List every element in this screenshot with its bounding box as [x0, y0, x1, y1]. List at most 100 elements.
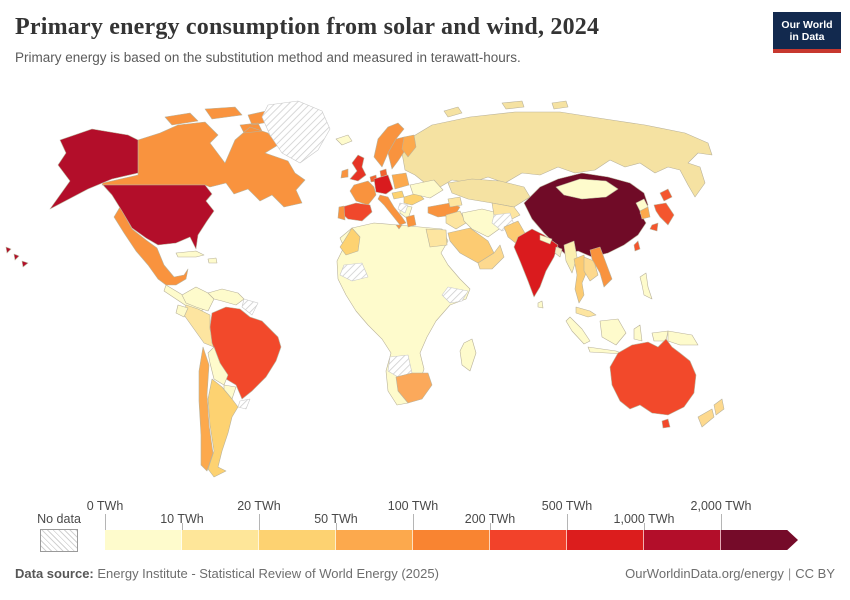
legend-tick-label: 20 TWh — [237, 499, 281, 513]
legend-tick-label: 500 TWh — [541, 499, 593, 513]
country-italy[interactable] — [377, 194, 407, 230]
country-france[interactable] — [349, 180, 377, 206]
country-caucasus[interactable] — [447, 196, 463, 208]
country-ireland[interactable] — [340, 168, 349, 179]
owid-logo-line2: in Data — [789, 30, 825, 43]
country-japan[interactable] — [649, 188, 675, 232]
country-chile[interactable] — [198, 346, 214, 472]
country-norway[interactable] — [373, 122, 405, 168]
legend-bin-2000-plus[interactable] — [721, 530, 798, 550]
country-venezuela[interactable] — [207, 288, 245, 306]
owid-logo[interactable]: Our World in Data — [773, 12, 841, 53]
legend-bin-500-1000[interactable] — [567, 530, 644, 550]
legend-tick-line — [182, 523, 183, 530]
country-guyanas-nodata[interactable] — [241, 298, 259, 316]
country-philippines[interactable] — [639, 272, 653, 300]
country-taiwan[interactable] — [633, 240, 641, 252]
legend-tick-line — [721, 514, 722, 530]
legend-tick-label: 10 TWh — [160, 512, 204, 526]
legend-tick-line — [567, 514, 568, 530]
country-ecuador[interactable] — [175, 304, 189, 318]
legend-no-data-swatch[interactable] — [40, 529, 78, 552]
country-nepal[interactable] — [539, 234, 553, 245]
country-colombia[interactable] — [181, 286, 215, 312]
legend-bin-100-200[interactable] — [413, 530, 490, 550]
country-poland[interactable] — [391, 172, 410, 190]
country-myanmar[interactable] — [563, 240, 578, 274]
country-iraq-syria[interactable] — [445, 210, 467, 230]
country-argentina[interactable] — [207, 378, 239, 478]
legend-tick-label: 200 TWh — [464, 512, 516, 526]
footer-license-link[interactable]: CC BY — [795, 566, 835, 581]
country-united-kingdom[interactable] — [349, 154, 367, 182]
country-sri-lanka[interactable] — [537, 300, 544, 309]
footer-owid-link[interactable]: OurWorldinData.org/energy — [625, 566, 784, 581]
country-mauritania-mali-nodata[interactable] — [339, 262, 369, 282]
country-russia[interactable] — [401, 100, 713, 198]
legend-bin-50-100[interactable] — [336, 530, 413, 550]
country-india[interactable] — [513, 228, 559, 298]
footer-separator: | — [787, 566, 792, 581]
footer-data-source-label: Data source: — [15, 566, 94, 581]
footer: Data source: Energy Institute - Statisti… — [0, 566, 850, 581]
country-iceland[interactable] — [335, 134, 353, 146]
legend-bin-10-20[interactable] — [182, 530, 259, 550]
country-finland[interactable] — [401, 134, 417, 158]
country-new-zealand[interactable] — [697, 398, 725, 428]
legend-bin-20-50[interactable] — [259, 530, 336, 550]
country-yemen-oman[interactable] — [477, 244, 505, 270]
legend-tick-line — [413, 514, 414, 530]
country-south-korea[interactable] — [639, 206, 651, 220]
legend-tick-label: 2,000 TWh — [690, 499, 752, 513]
country-australia[interactable] — [609, 338, 697, 429]
country-usa[interactable] — [5, 128, 215, 268]
country-iran[interactable] — [461, 208, 503, 238]
footer-links: OurWorldinData.org/energy | CC BY — [625, 566, 835, 581]
country-bangladesh[interactable] — [554, 246, 563, 258]
country-bolivia[interactable] — [207, 346, 229, 386]
country-portugal[interactable] — [337, 205, 346, 221]
legend-bin-1000-2000[interactable] — [644, 530, 721, 550]
footer-data-source-text: Energy Institute - Statistical Review of… — [97, 566, 439, 581]
country-egypt[interactable] — [425, 228, 448, 248]
legend-tick-line — [336, 523, 337, 530]
country-central-europe[interactable] — [391, 190, 405, 200]
owid-logo-line1: Our World — [781, 18, 833, 31]
legend-tick-line — [644, 523, 645, 530]
legend-color-bar — [105, 530, 798, 550]
region-africa[interactable] — [336, 222, 471, 406]
country-greenland-nodata[interactable] — [261, 100, 331, 164]
page-title: Primary energy consumption from solar an… — [15, 14, 600, 40]
legend-tick-line — [490, 523, 491, 530]
header: Primary energy consumption from solar an… — [15, 14, 755, 65]
legend-tick-label: 50 TWh — [314, 512, 358, 526]
legend-tick-line — [259, 514, 260, 530]
country-uruguay-nodata[interactable] — [237, 398, 251, 410]
country-cuba[interactable] — [175, 250, 218, 264]
country-brazil[interactable] — [209, 306, 282, 400]
country-peru[interactable] — [183, 304, 215, 348]
country-mexico[interactable] — [113, 206, 189, 286]
country-canada[interactable] — [101, 106, 306, 208]
country-madagascar[interactable] — [459, 338, 477, 372]
country-kazakhstan[interactable] — [447, 178, 531, 208]
legend-tick-line — [105, 514, 106, 530]
legend-tick-label: 0 TWh — [86, 499, 124, 513]
country-greece[interactable] — [405, 214, 417, 228]
country-malaysia[interactable] — [575, 306, 597, 318]
country-mongolia[interactable] — [555, 178, 619, 200]
legend-tick-label: 1,000 TWh — [613, 512, 675, 526]
legend-bin-200-500[interactable] — [490, 530, 567, 550]
legend-tick-label: 100 TWh — [387, 499, 439, 513]
page-subtitle: Primary energy is based on the substitut… — [15, 50, 521, 65]
country-serbia-nodata[interactable] — [397, 202, 409, 214]
country-vietnam[interactable] — [589, 246, 613, 288]
country-papua-new-guinea[interactable] — [667, 330, 699, 346]
country-germany[interactable] — [373, 174, 394, 195]
country-horn-of-africa-nodata[interactable] — [441, 286, 469, 304]
country-morocco[interactable] — [339, 227, 361, 256]
country-south-africa[interactable] — [395, 372, 433, 404]
legend-bin-0-10[interactable] — [105, 530, 182, 550]
legend-no-data-label: No data — [37, 512, 81, 526]
country-ukraine[interactable] — [409, 179, 444, 199]
